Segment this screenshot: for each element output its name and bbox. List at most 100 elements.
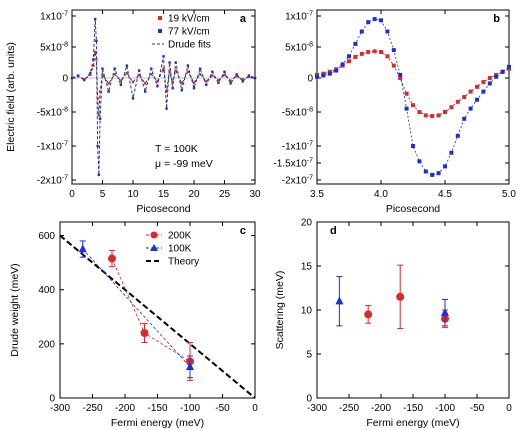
legend-label-19kv: 19 kV/cm — [168, 14, 210, 25]
data-point-77kv — [391, 48, 396, 53]
data-point-77kv — [430, 172, 435, 177]
data-point-19kv — [171, 80, 174, 84]
data-point-77kv — [455, 133, 460, 138]
data-point-19kv — [443, 110, 447, 114]
x-tick-label: 25 — [219, 189, 231, 200]
data-point-77kv — [315, 74, 319, 79]
data-point-77kv — [98, 117, 102, 120]
theory-line — [59, 234, 256, 399]
data-point-19kv — [411, 103, 415, 108]
data-point-200k — [108, 254, 116, 263]
data-point-19kv — [475, 84, 479, 89]
data-point-19kv — [468, 89, 473, 94]
x-tick-label: 0 — [252, 403, 258, 414]
data-point-77kv — [347, 54, 351, 59]
plot-frame-d — [316, 221, 510, 399]
panel-letter-c: c — [240, 225, 246, 237]
y-tick-label: 1x10-7 — [40, 11, 68, 23]
y-tick-label: 15 — [301, 262, 313, 273]
y-axis-label: Drude weight (meV) — [9, 263, 21, 356]
data-point-19kv — [211, 74, 214, 77]
data-point-77kv — [449, 150, 454, 155]
data-point-19kv — [372, 49, 377, 54]
drude-fit-19 — [71, 51, 256, 116]
x-tick-label: -100 — [180, 403, 200, 414]
y-tick-label: 5x10-8 — [285, 42, 313, 54]
data-point-77kv — [327, 71, 332, 76]
data-point-77kv — [359, 29, 364, 34]
data-point-77kv — [93, 17, 97, 21]
x-tick-label: 3.5 — [310, 189, 324, 200]
data-point-19kv — [379, 49, 383, 54]
data-point-200k — [396, 292, 405, 301]
legend-label-drude: Drude fits — [168, 40, 211, 51]
data-point-19kv — [430, 114, 435, 119]
data-point-100k — [335, 296, 344, 305]
x-tick-label: -50 — [215, 403, 230, 414]
data-point-19kv — [217, 78, 220, 82]
data-point-77kv — [500, 69, 505, 74]
data-point-100k — [186, 362, 194, 371]
data-point-19kv — [89, 73, 92, 77]
data-point-19kv — [192, 81, 196, 84]
data-point-77kv — [494, 74, 499, 79]
data-point-77kv — [241, 80, 244, 83]
x-tick-label: -300 — [307, 403, 327, 414]
data-point-19kv — [462, 95, 467, 100]
data-point-77kv — [70, 76, 74, 80]
panel-letter-d: d — [330, 225, 337, 237]
data-point-77kv — [144, 90, 147, 93]
x-tick-label: 4.0 — [374, 189, 388, 200]
data-point-19kv — [97, 114, 101, 117]
x-tick-label: 10 — [127, 189, 139, 200]
data-point-19kv — [455, 99, 460, 104]
x-axis-label: Picosecond — [386, 203, 440, 215]
data-point-19kv — [391, 63, 396, 68]
data-point-77kv — [423, 169, 428, 174]
x-tick-label: 20 — [188, 189, 200, 200]
data-point-77kv — [174, 61, 177, 64]
data-point-19kv — [404, 91, 409, 96]
y-tick-label: 0 — [62, 74, 68, 85]
legend-marker-77kv — [158, 29, 162, 33]
data-point-77kv — [334, 68, 339, 73]
legend-marker-19kv — [158, 16, 162, 20]
data-point-77kv — [96, 144, 99, 148]
x-tick-label: -250 — [339, 403, 359, 414]
data-point-19kv — [481, 80, 486, 85]
data-point-19kv — [168, 70, 171, 73]
data-point-77kv — [192, 87, 196, 90]
data-point-19kv — [366, 49, 371, 54]
data-point-19kv — [229, 79, 232, 82]
panel-letter-a: a — [240, 13, 247, 25]
data-point-77kv — [97, 173, 101, 177]
y-tick-label: -1x10-7 — [37, 141, 68, 153]
x-tick-label: 0 — [506, 403, 512, 414]
x-tick-label: 4.5 — [438, 189, 452, 200]
y-tick-label: 1x10-7 — [285, 11, 313, 23]
y-tick-label: -2x10-7 — [282, 175, 313, 187]
data-point-19kv — [205, 80, 208, 83]
y-tick-label: 10 — [301, 306, 313, 317]
data-point-19kv — [398, 76, 403, 80]
data-point-19kv — [125, 71, 129, 75]
plot-frame-b — [316, 9, 510, 185]
data-point-77kv — [247, 74, 251, 77]
panel-letter-b: b — [493, 13, 500, 25]
data-point-77kv — [211, 70, 214, 73]
data-point-200k — [364, 310, 373, 319]
data-point-77kv — [223, 70, 226, 73]
data-point-19kv — [150, 73, 153, 76]
data-point-77kv — [83, 78, 86, 82]
x-tick-label: -150 — [403, 403, 423, 414]
x-tick-label: 5 — [100, 189, 106, 200]
x-axis-label: Fermi energy (meV) — [366, 417, 459, 429]
data-point-19kv — [156, 80, 159, 83]
data-point-19kv — [174, 69, 177, 72]
data-point-19kv — [449, 105, 454, 110]
x-axis-label: Fermi energy (meV) — [111, 417, 204, 429]
data-point-19kv — [198, 73, 202, 76]
x-tick-label: 0 — [69, 189, 75, 200]
data-point-77kv — [168, 61, 171, 64]
data-point-100k — [441, 307, 449, 316]
